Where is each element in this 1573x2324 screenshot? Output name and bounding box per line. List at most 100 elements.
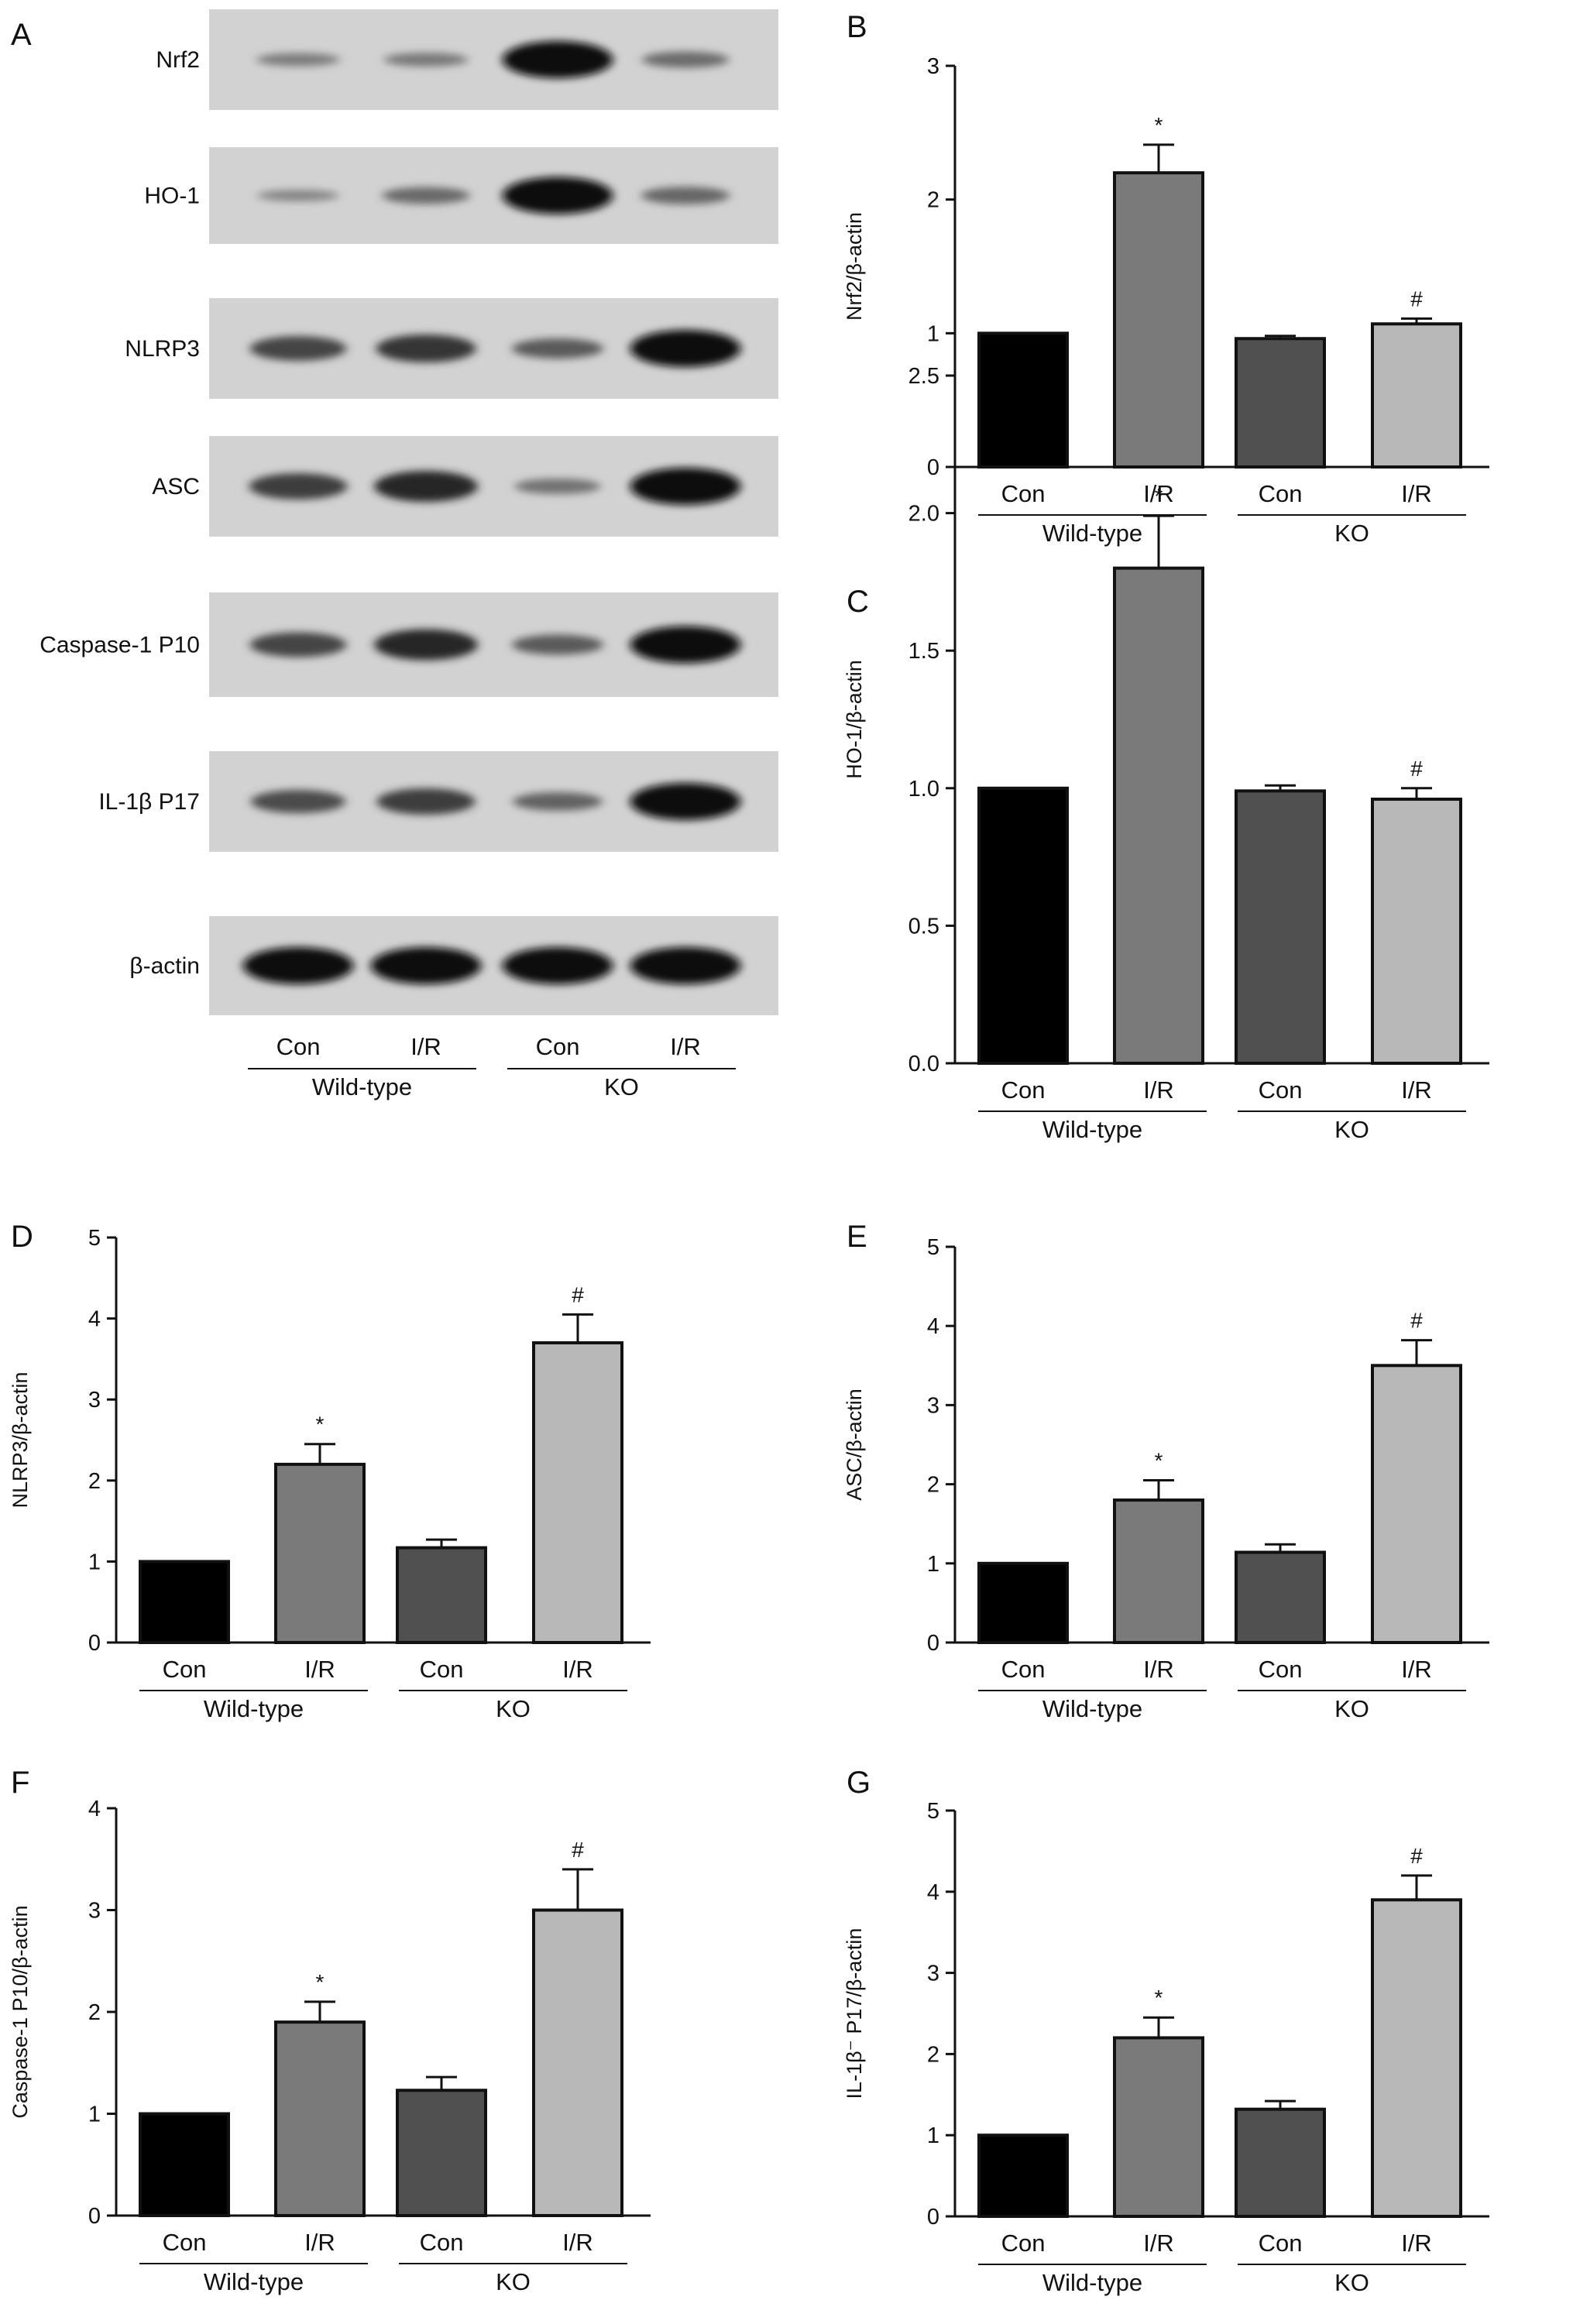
bar [977, 331, 1069, 469]
blot-lane-label: I/R [410, 1033, 441, 1060]
blot-band [630, 626, 741, 664]
significance-marker: * [1155, 484, 1163, 508]
blot-band [249, 336, 347, 361]
blot-band [512, 338, 603, 359]
y-tick-label: 4 [88, 1307, 101, 1332]
blot-band [374, 629, 478, 661]
panel-letter-d: D [11, 1220, 33, 1254]
bar [1235, 2107, 1326, 2219]
bar [977, 786, 1069, 1065]
y-axis-label: HO-1/β-actin [843, 660, 866, 779]
bar [532, 1908, 623, 2217]
panel-letter-a: A [11, 18, 32, 52]
y-tick-label: 1 [927, 2123, 939, 2148]
y-tick-label: 1 [927, 1552, 939, 1577]
y-tick-label: 5 [927, 1235, 939, 1260]
blot-band [249, 473, 348, 499]
category-label: Con [1259, 1076, 1303, 1104]
category-label: I/R [562, 2229, 593, 2256]
bar [1235, 1550, 1326, 1644]
group-label: Wild-type [1042, 1695, 1142, 1722]
significance-marker: * [1155, 113, 1163, 137]
category-label: Con [1259, 480, 1303, 507]
y-axis-label: Nrf2/β-actin [843, 212, 866, 321]
blot-row: Caspase-1 P10 [39, 592, 778, 697]
bar [1113, 566, 1204, 1065]
blot-band [513, 792, 603, 811]
blot-band [630, 783, 741, 820]
y-tick-label: 0 [88, 1631, 101, 1656]
category-label: I/R [1401, 1076, 1432, 1104]
category-label: I/R [1143, 1076, 1174, 1104]
blot-row: HO-1 [144, 147, 778, 244]
bar [396, 1546, 487, 1645]
blot-band [249, 632, 347, 657]
group-label: Wild-type [1042, 2269, 1142, 2296]
y-tick-label: 2 [88, 1469, 101, 1494]
y-tick-label: 2 [927, 188, 939, 213]
blot-band [256, 53, 341, 67]
blot-band [630, 947, 741, 984]
blot-band [630, 468, 741, 505]
significance-marker: # [1410, 287, 1423, 311]
blot-band [502, 947, 613, 984]
category-label: I/R [1143, 2230, 1174, 2257]
group-label: KO [1334, 520, 1369, 547]
y-tick-label: 0 [927, 455, 939, 480]
blot-group-label: KO [604, 1073, 639, 1100]
category-label: Con [420, 2229, 464, 2256]
category-label: Con [1259, 2230, 1303, 2257]
blot-row-label: IL-1β P17 [98, 789, 200, 815]
y-tick-label: 2.5 [908, 364, 939, 389]
bar [1235, 337, 1326, 469]
group-label: Wild-type [204, 1695, 304, 1722]
bar [139, 1560, 230, 1645]
panel-letter-e: E [847, 1220, 867, 1254]
blot-band [383, 53, 469, 67]
y-tick-label: 4 [927, 1880, 939, 1905]
bar [1371, 1898, 1462, 2219]
y-tick-label: 4 [88, 1797, 101, 1821]
group-label: KO [496, 2268, 531, 2295]
blot-band [376, 788, 476, 815]
blot-row-label: Nrf2 [156, 47, 200, 73]
bar [396, 2089, 487, 2217]
panel-letter-c: C [847, 585, 869, 619]
bar [139, 2112, 230, 2217]
y-tick-label: 3 [88, 1899, 101, 1924]
bar [977, 2133, 1069, 2218]
panel-letter-g: G [847, 1766, 871, 1800]
category-label: I/R [304, 1656, 335, 1683]
bar [977, 1561, 1069, 1645]
group-label: KO [1334, 1695, 1369, 1722]
y-tick-label: 1.5 [908, 639, 939, 664]
y-axis-label: Caspase-1 P10/β-actin [9, 1905, 32, 2118]
bar [1113, 171, 1204, 469]
chart-panel-f: 0 1 2 3 4 Caspase-1 P10/β-actin Con * I/R Con # I/R… [9, 1797, 651, 2295]
blot-lane-label: Con [536, 1033, 580, 1060]
category-label: I/R [562, 1656, 593, 1683]
significance-marker: * [1155, 1986, 1163, 2010]
bar [274, 2020, 366, 2217]
panel-letter-b: B [847, 10, 867, 44]
blot-row-label: ASC [152, 474, 200, 499]
blot-band [502, 41, 613, 78]
blot-row-label: Caspase-1 P10 [39, 633, 200, 658]
blot-band [370, 947, 482, 984]
bar [1371, 1364, 1462, 1645]
significance-marker: # [1410, 757, 1423, 781]
y-tick-label: 1 [88, 1550, 101, 1574]
blot-band [242, 947, 354, 984]
y-tick-label: 3 [927, 54, 939, 79]
y-tick-label: 0 [927, 2205, 939, 2230]
blot-band [382, 187, 470, 204]
group-label: Wild-type [1042, 520, 1142, 547]
group-label: Wild-type [204, 2268, 304, 2295]
group-label: KO [1334, 1116, 1369, 1143]
western-blot-panel: Nrf2 HO-1 NLRP3 ASC Caspase-1 P10 IL-1β P17 β-… [39, 9, 778, 1100]
